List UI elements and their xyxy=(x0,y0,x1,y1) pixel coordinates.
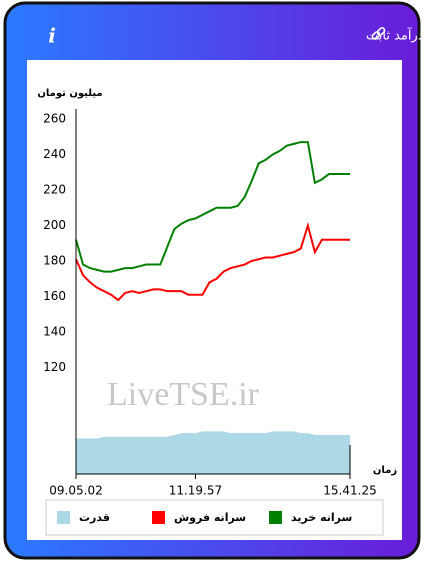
y-axis-label: میلیون تومان xyxy=(37,88,102,99)
y-tick-label: 220 xyxy=(43,183,66,197)
y-tick-label: 260 xyxy=(43,112,66,126)
line xyxy=(75,141,350,273)
y-tick-label: 180 xyxy=(43,254,66,268)
y-tick-label: 160 xyxy=(43,289,66,303)
y-tick-label: 240 xyxy=(43,147,66,161)
header-title: سرانه ی خرید و فروش حقیقی در صندوق های د… xyxy=(366,27,428,44)
y-tick-label: 120 xyxy=(43,360,66,374)
line xyxy=(75,221,350,302)
plot xyxy=(75,141,350,474)
x-tick-label: 09.05.02 xyxy=(49,484,102,498)
legend-swatch xyxy=(57,511,70,524)
x-axis-label: زمان xyxy=(373,465,397,476)
watermark: LiveTSE.ir xyxy=(107,376,260,413)
legend-swatch xyxy=(269,511,282,524)
area xyxy=(76,431,350,474)
legend-swatch xyxy=(152,511,165,524)
x-tick-label: 15.41.25 xyxy=(323,484,376,498)
legend-label: قدرت xyxy=(79,511,110,524)
x-tick-label: 11.19.57 xyxy=(169,484,222,498)
legend-label: سرانه خرید xyxy=(291,511,352,524)
legend-label: سرانه فروش xyxy=(174,511,246,524)
legend xyxy=(45,499,384,536)
y-tick-label: 140 xyxy=(43,325,66,339)
info-icon[interactable]: i xyxy=(48,24,56,48)
link-icon[interactable] xyxy=(371,27,386,40)
y-tick-label: 200 xyxy=(43,218,66,232)
